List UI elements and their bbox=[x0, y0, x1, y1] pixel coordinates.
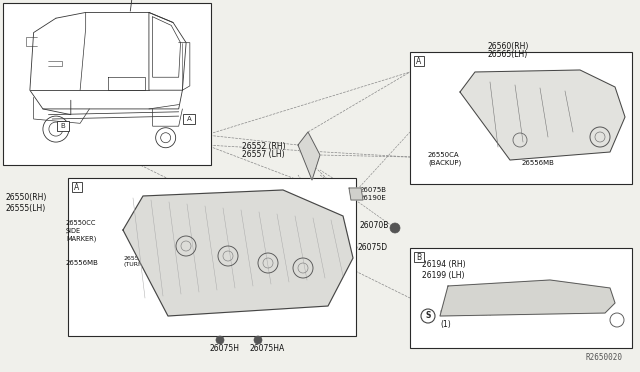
Text: S: S bbox=[426, 311, 431, 321]
Bar bbox=[414, 252, 424, 262]
Bar bbox=[410, 52, 632, 184]
Text: A: A bbox=[417, 57, 422, 65]
Text: B: B bbox=[417, 253, 422, 262]
Text: R2650020: R2650020 bbox=[585, 353, 622, 362]
Text: 0B566-6122A
(1): 0B566-6122A (1) bbox=[440, 309, 492, 329]
Circle shape bbox=[390, 223, 400, 233]
Text: 26190E: 26190E bbox=[360, 195, 387, 201]
Circle shape bbox=[254, 336, 262, 344]
Polygon shape bbox=[440, 280, 615, 316]
Text: 26550
(TURN): 26550 (TURN) bbox=[123, 256, 145, 267]
Text: A: A bbox=[74, 183, 79, 192]
Text: 26550CA
(BACKUP): 26550CA (BACKUP) bbox=[428, 152, 461, 166]
Polygon shape bbox=[298, 132, 320, 180]
Text: 26194 (RH)
26199 (LH): 26194 (RH) 26199 (LH) bbox=[422, 260, 466, 280]
Text: 26556MB: 26556MB bbox=[66, 260, 99, 266]
Text: 26075D: 26075D bbox=[358, 243, 388, 252]
Text: 26560(RH): 26560(RH) bbox=[488, 42, 529, 51]
Text: 26075B: 26075B bbox=[360, 187, 387, 193]
Bar bbox=[410, 248, 632, 348]
Bar bbox=[72, 182, 82, 192]
Text: 26070B: 26070B bbox=[360, 221, 389, 230]
Circle shape bbox=[216, 336, 224, 344]
Polygon shape bbox=[460, 70, 625, 160]
Bar bbox=[3, 3, 211, 165]
Text: 26550CC
SIDE
MARKER): 26550CC SIDE MARKER) bbox=[66, 220, 97, 241]
Polygon shape bbox=[349, 188, 363, 200]
Bar bbox=[183, 114, 195, 124]
Bar bbox=[414, 56, 424, 66]
Bar bbox=[68, 178, 356, 336]
Text: 26557 (LH): 26557 (LH) bbox=[242, 150, 285, 159]
Text: 26075H: 26075H bbox=[210, 344, 240, 353]
Text: 26556MA: 26556MA bbox=[156, 278, 189, 284]
Text: A: A bbox=[187, 116, 191, 122]
Text: 26550CB
(3TOP): 26550CB (3TOP) bbox=[193, 286, 225, 300]
Text: 26565(LH): 26565(LH) bbox=[488, 50, 528, 59]
Text: 26556MB: 26556MB bbox=[522, 160, 555, 166]
Text: 26550(RH)
26555(LH): 26550(RH) 26555(LH) bbox=[5, 193, 46, 213]
Text: 26552 (RH): 26552 (RH) bbox=[242, 142, 285, 151]
Polygon shape bbox=[123, 190, 353, 316]
Text: 26556M: 26556M bbox=[158, 260, 186, 266]
Text: B: B bbox=[60, 123, 65, 129]
Text: 26075HA: 26075HA bbox=[250, 344, 285, 353]
Bar bbox=[56, 121, 68, 131]
